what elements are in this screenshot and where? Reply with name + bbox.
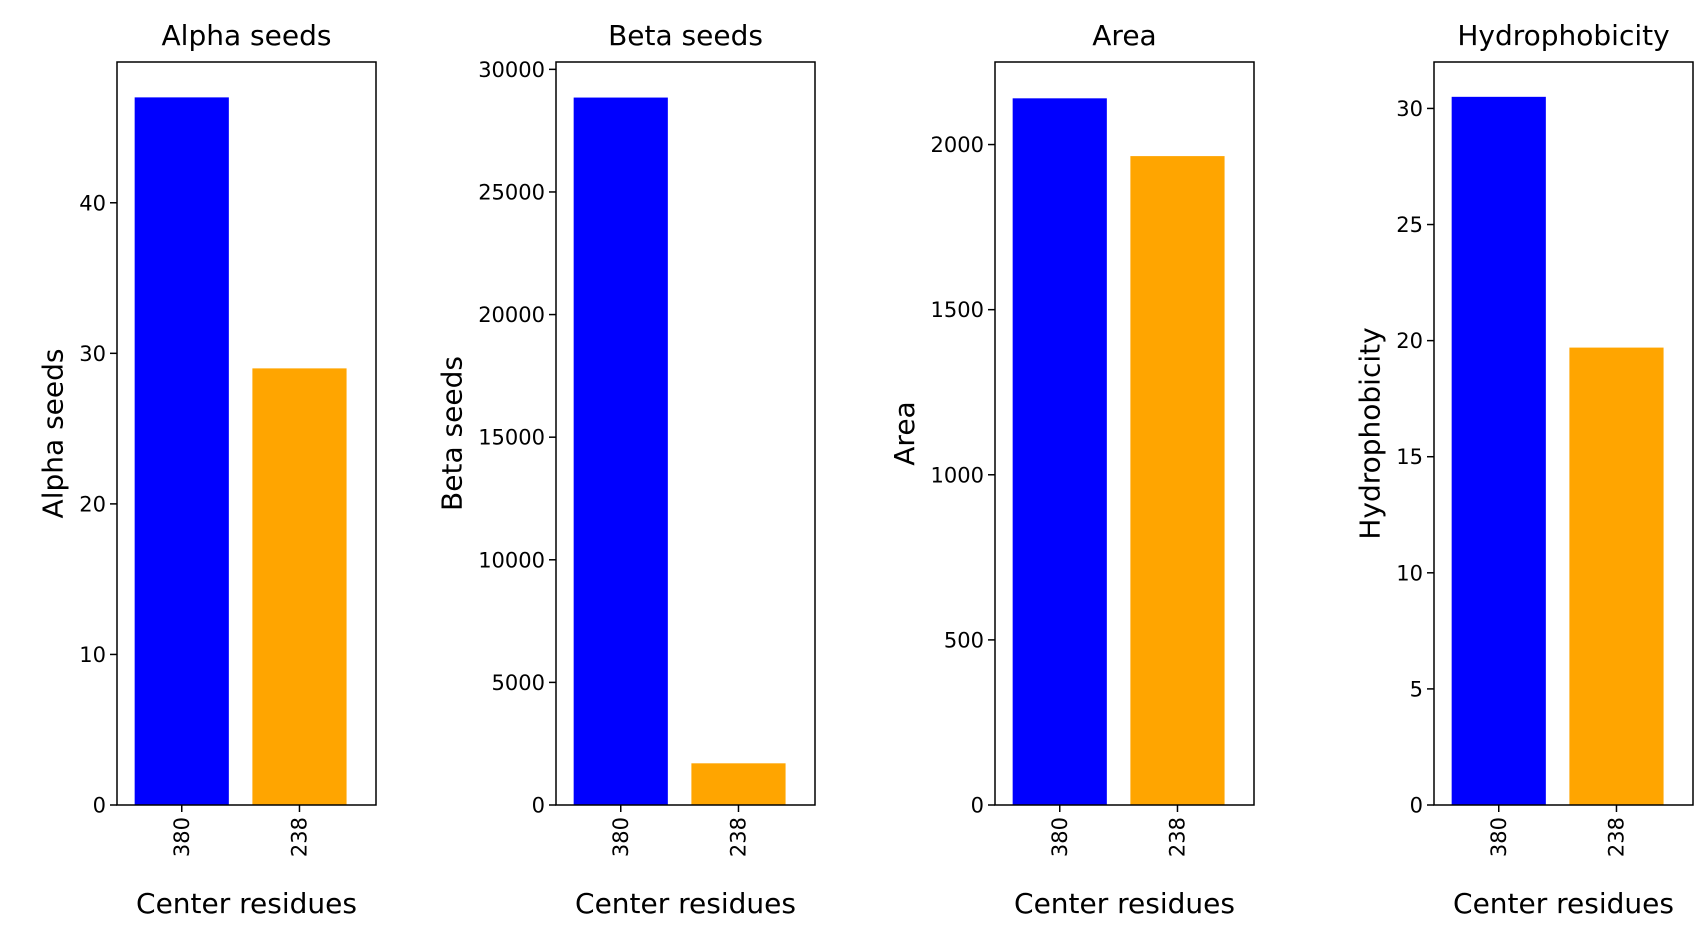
chart-panel: 380 238 0 5 10 15 20 25 30 Hydrophobicity Center r… bbox=[1353, 19, 1694, 920]
y-tick-label: 0 bbox=[1410, 794, 1423, 818]
x-tick-label: 238 bbox=[1165, 817, 1189, 857]
y-tick-label: 15 bbox=[1396, 445, 1423, 469]
plot-title: Hydrophobicity bbox=[1457, 19, 1669, 52]
x-axis-title: Center residues bbox=[1014, 887, 1235, 920]
y-tick-label: 20 bbox=[1396, 329, 1423, 353]
plot-title: Area bbox=[1092, 19, 1156, 52]
y-tick-label: 10 bbox=[79, 643, 106, 667]
y-axis-title: Beta seeds bbox=[436, 356, 469, 511]
x-axis-title: Center residues bbox=[575, 887, 796, 920]
x-tick-label: 238 bbox=[287, 817, 311, 857]
bar-238 bbox=[691, 763, 786, 805]
x-tick-label: 380 bbox=[609, 817, 633, 857]
x-axis-title: Center residues bbox=[136, 887, 357, 920]
y-tick-label: 30 bbox=[1396, 97, 1423, 121]
y-tick-label: 20 bbox=[79, 492, 106, 516]
y-tick-label: 1500 bbox=[931, 298, 984, 322]
plot-frame bbox=[1433, 61, 1694, 806]
y-tick-label: 30 bbox=[79, 342, 106, 366]
y-tick-label: 20000 bbox=[478, 303, 545, 327]
plot-frame bbox=[994, 61, 1255, 806]
y-tick-label: 500 bbox=[944, 628, 984, 652]
bar-238 bbox=[1569, 347, 1664, 805]
x-tick-label: 380 bbox=[170, 817, 194, 857]
bar-380 bbox=[1451, 96, 1546, 805]
bar-380 bbox=[573, 97, 668, 805]
y-tick-label: 0 bbox=[532, 794, 545, 818]
plot-frame bbox=[555, 61, 816, 806]
chart-panel: 380 238 0 500 1000 1500 2000 Area Center residue… bbox=[888, 19, 1255, 920]
x-tick-label: 380 bbox=[1048, 817, 1072, 857]
y-tick-label: 30000 bbox=[478, 58, 545, 82]
y-tick-label: 0 bbox=[93, 794, 106, 818]
y-tick-label: 2000 bbox=[931, 133, 984, 157]
plot-title: Beta seeds bbox=[608, 19, 763, 52]
y-tick-label: 25000 bbox=[478, 180, 545, 204]
bar-380 bbox=[1012, 98, 1107, 805]
x-tick-label: 380 bbox=[1487, 817, 1511, 857]
y-tick-label: 0 bbox=[971, 794, 984, 818]
x-axis-title: Center residues bbox=[1453, 887, 1674, 920]
y-axis-title: Hydrophobicity bbox=[1353, 327, 1386, 539]
y-tick-label: 15000 bbox=[478, 426, 545, 450]
y-tick-label: 40 bbox=[79, 191, 106, 215]
plot-frame bbox=[116, 61, 377, 806]
chart-panel: 380 238 0 5000 10000 15000 20000 25000 30000 Beta… bbox=[436, 19, 816, 920]
y-tick-label: 1000 bbox=[931, 463, 984, 487]
x-tick-label: 238 bbox=[726, 817, 750, 857]
plot-title: Alpha seeds bbox=[162, 19, 332, 52]
bar-238 bbox=[1130, 156, 1225, 806]
y-tick-label: 10000 bbox=[478, 548, 545, 572]
y-tick-label: 5 bbox=[1410, 677, 1423, 701]
y-axis-title: Area bbox=[888, 401, 921, 465]
bar-238 bbox=[252, 368, 347, 805]
bar-380 bbox=[134, 97, 229, 805]
chart-panel: 380 238 0 10 20 30 40 Alpha seeds Center residue… bbox=[36, 19, 377, 920]
y-tick-label: 5000 bbox=[492, 671, 545, 695]
x-tick-label: 238 bbox=[1604, 817, 1628, 857]
y-tick-label: 25 bbox=[1396, 213, 1423, 237]
y-axis-title: Alpha seeds bbox=[36, 349, 69, 519]
y-tick-label: 10 bbox=[1396, 561, 1423, 585]
